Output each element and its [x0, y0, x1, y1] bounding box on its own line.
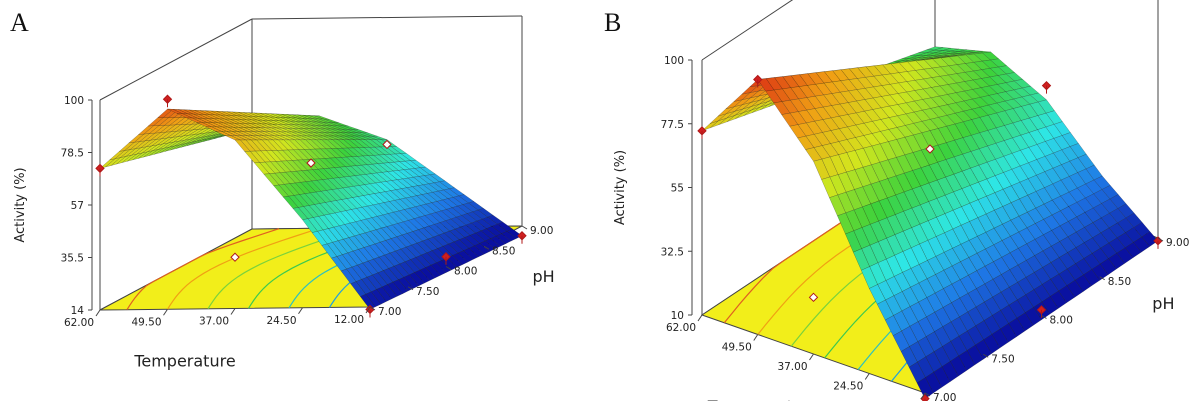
x-tick-label: 24.50 — [833, 381, 863, 393]
y-tick-label: 7.00 — [378, 306, 401, 318]
x-tick-label: 12.00 — [334, 314, 364, 326]
y-tick-mark — [1157, 237, 1164, 242]
chart-panel-a: A 14 35.5 57 78.5 100 62.00 49.50 37.00 24.50 12.… — [10, 8, 555, 371]
z-axis-label: Activity (%) — [613, 150, 628, 225]
x-tick-mark — [864, 373, 870, 380]
x-tick-mark — [753, 334, 759, 341]
x-tick-label: 49.50 — [722, 342, 752, 354]
z-axis-ticks: 14 35.5 57 78.5 100 — [61, 95, 92, 317]
y-axis-ticks: 7.00 7.50 8.00 8.50 9.00 — [924, 237, 1189, 401]
x-tick-mark — [95, 309, 101, 317]
z-tick-label: 57 — [71, 200, 84, 212]
surface-plot-b: 1032.55577.510062.0049.5037.0024.5012.00… — [613, 0, 1189, 401]
y-tick-label: 8.00 — [1050, 315, 1073, 327]
y-tick-label: 7.50 — [416, 286, 439, 298]
x-axis-ticks: 62.00 49.50 37.00 24.50 12.00 — [64, 306, 371, 329]
x-tick-mark — [230, 308, 236, 315]
box-edge — [99, 18, 253, 101]
y-tick-label: 8.50 — [492, 245, 515, 257]
z-tick-label: 35.5 — [61, 253, 84, 265]
design-points — [95, 94, 527, 318]
chart-panel-b: B 1032.55577.510062.0049.5037.0024.5012.… — [596, 0, 1192, 401]
design-point — [925, 144, 935, 154]
z-tick-label: 78.5 — [61, 148, 84, 160]
design-point — [382, 139, 392, 150]
y-tick-label: 8.50 — [1108, 276, 1131, 288]
surface-cell — [916, 377, 934, 399]
y-tick-label: 7.50 — [991, 353, 1014, 365]
x-tick-label: 24.50 — [266, 315, 296, 327]
y-tick-mark — [407, 286, 414, 291]
y-tick-mark — [924, 392, 931, 397]
y-axis-label: pH — [1152, 294, 1174, 313]
y-axis-ticks: 7.00 7.50 8.00 8.50 9.00 — [369, 225, 553, 318]
surface-plot-a: 14 35.5 57 78.5 100 62.00 49.50 37.00 24.50 12.00… — [13, 15, 555, 371]
design-point — [808, 292, 819, 303]
x-tick-label: 62.00 — [666, 322, 696, 334]
x-axis-label: Tepmperature — [707, 397, 820, 401]
y-tick-label: 7.00 — [933, 392, 956, 401]
design-point — [230, 252, 240, 262]
y-tick-mark — [369, 306, 376, 311]
x-tick-label: 49.50 — [131, 316, 161, 328]
box-edge — [251, 15, 523, 20]
y-tick-mark — [1041, 315, 1047, 319]
box-edge — [701, 0, 794, 61]
x-tick-mark — [697, 314, 703, 322]
y-tick-mark — [521, 225, 528, 230]
y-tick-mark — [445, 266, 452, 270]
contour-line — [207, 227, 361, 310]
y-tick-label: 9.00 — [530, 225, 553, 237]
surface-cell — [360, 293, 376, 310]
z-axis-label: Activity (%) — [13, 167, 28, 242]
y-tick-label: 9.00 — [1166, 237, 1189, 249]
x-tick-mark — [298, 307, 303, 315]
design-points — [697, 74, 1163, 401]
panel-label-b: B — [604, 8, 622, 37]
contour-line — [126, 228, 280, 311]
y-tick-mark — [982, 353, 989, 358]
y-tick-mark — [1099, 276, 1106, 281]
z-tick-label: 100 — [64, 95, 84, 107]
response-surface — [99, 108, 523, 310]
x-tick-label: 37.00 — [199, 316, 229, 328]
y-tick-mark — [483, 245, 490, 250]
x-tick-label: 62.00 — [64, 317, 94, 329]
z-tick-label: 10 — [671, 310, 684, 322]
z-tick-label: 55 — [671, 183, 684, 195]
z-tick-label: 32.5 — [661, 246, 684, 258]
x-tick-mark — [365, 306, 371, 314]
design-point — [306, 158, 316, 168]
response-surface — [701, 46, 1159, 399]
x-tick-mark — [920, 392, 926, 400]
x-tick-label: 37.00 — [777, 361, 807, 373]
y-axis-label: pH — [533, 267, 555, 286]
contour-line — [166, 227, 320, 310]
x-tick-mark — [809, 353, 814, 361]
z-tick-label: 100 — [664, 55, 684, 67]
z-tick-label: 14 — [71, 305, 85, 317]
x-tick-mark — [163, 308, 168, 316]
z-tick-label: 77.5 — [661, 119, 684, 131]
y-tick-label: 8.00 — [454, 266, 477, 278]
panel-label-a: A — [10, 8, 29, 37]
z-axis-ticks: 10 32.5 55 77.5 100 — [661, 55, 692, 322]
x-axis-label: Temperature — [133, 352, 235, 371]
